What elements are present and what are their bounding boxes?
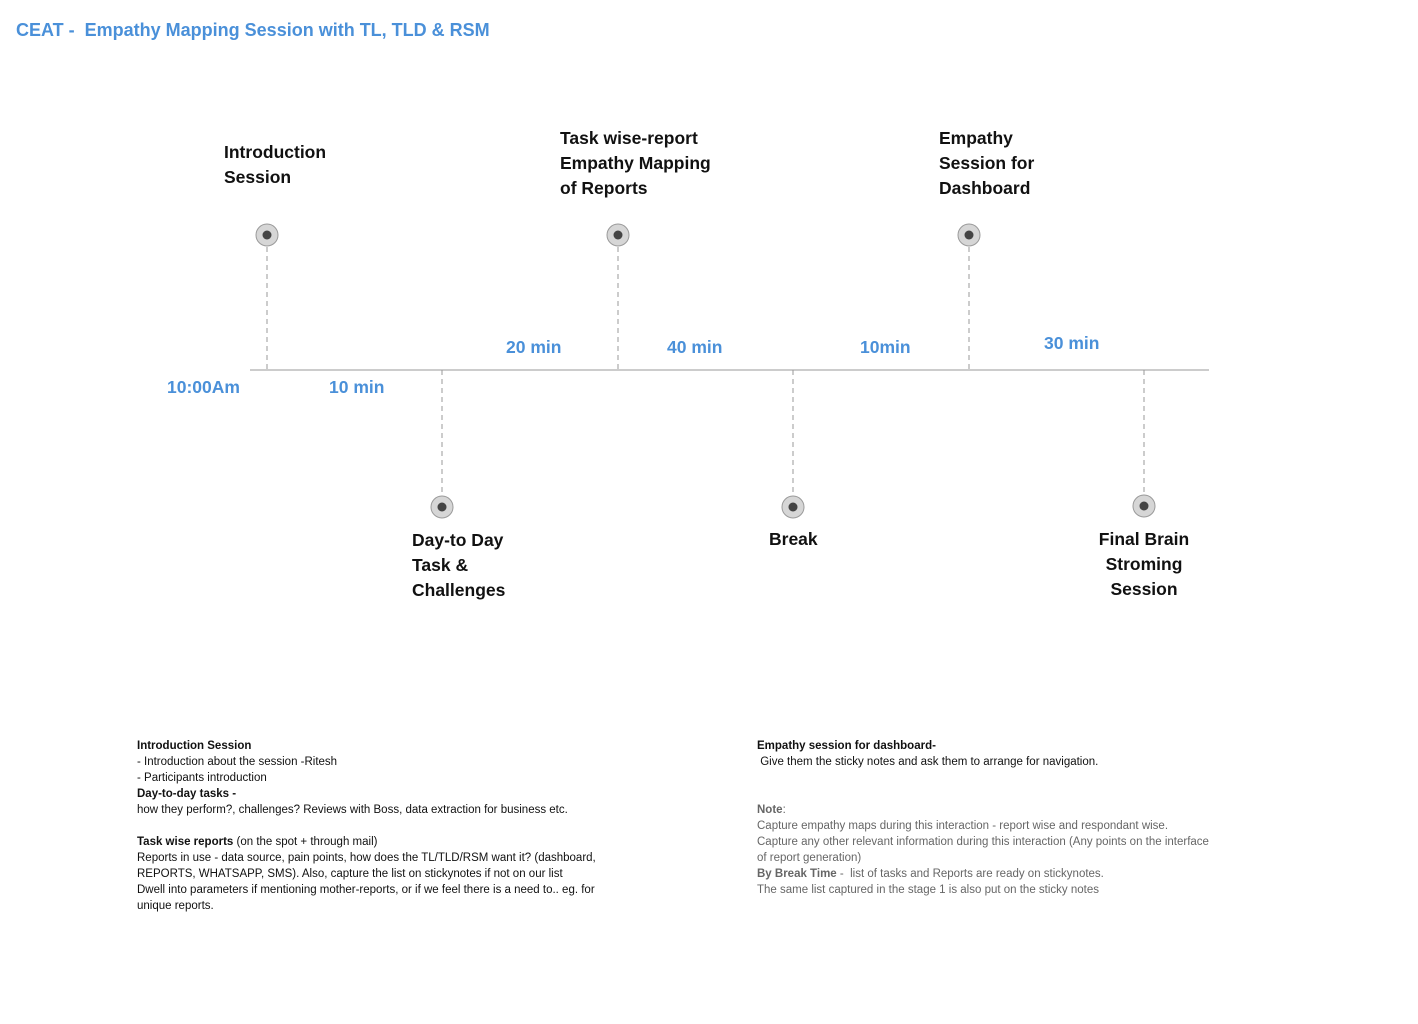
start-time-label: 10:00Am — [167, 377, 240, 397]
note-line: Capture empathy maps during this interac… — [757, 820, 1169, 832]
intro-note-item: - Participants introduction — [137, 772, 267, 784]
reports-note-line: unique reports. — [137, 900, 214, 912]
note-line: of report generation) — [757, 852, 862, 864]
stage-label-final-brainstorming: Final Brain Stroming Session — [1098, 529, 1190, 599]
stage-2-marker — [430, 370, 454, 519]
stage-5-marker — [957, 223, 981, 370]
notes-left-panel: Introduction Session - Introduction abou… — [137, 738, 657, 914]
page-title: CEAT - Empathy Mapping Session with TL, … — [16, 20, 490, 40]
stage-label-empathy-dashboard: Empathy Session for Dashboard — [939, 128, 1035, 198]
stage-6-marker — [1132, 370, 1156, 518]
daily-notes-heading: Day-to-day tasks - — [137, 788, 237, 800]
intro-notes-heading: Introduction Session — [137, 740, 252, 752]
dashboard-notes-heading: Empathy session for dashboard- — [757, 740, 936, 752]
stage-1-marker — [255, 223, 279, 370]
reports-note-line: Reports in use - data source, pain point… — [137, 852, 596, 864]
stage-4-marker — [781, 370, 805, 519]
note-heading: Note — [757, 804, 783, 816]
stage-label-introduction: Introduction Session — [224, 142, 327, 187]
stage-label-day-to-day: Day-to Day Task & Challenges — [412, 530, 506, 600]
notes-right-panel: Empathy session for dashboard- Give them… — [757, 738, 1277, 898]
duration-label-3: 40 min — [667, 337, 723, 357]
reports-note-line: Dwell into parameters if mentioning moth… — [137, 884, 595, 896]
intro-note-item: - Introduction about the session -Ritesh — [137, 756, 338, 768]
stage-label-task-wise-report: Task wise-report Empathy Mapping of Repo… — [560, 128, 711, 198]
duration-label-2: 20 min — [506, 337, 562, 357]
duration-label-5: 30 min — [1044, 333, 1100, 353]
duration-label-4: 10min — [860, 337, 911, 357]
break-notes-heading: By Break Time — [757, 868, 837, 880]
reports-notes-heading-suffix: (on the spot + through mail) — [233, 836, 378, 848]
reports-notes-heading: Task wise reports — [137, 836, 234, 848]
break-notes-text: - list of tasks and Reports are ready on… — [836, 868, 1104, 880]
note-heading-colon: : — [782, 804, 786, 816]
duration-label-1: 10 min — [329, 377, 385, 397]
reports-note-line: REPORTS, WHATSAPP, SMS). Also, capture t… — [137, 868, 563, 880]
dashboard-notes-text: Give them the sticky notes and ask them … — [757, 756, 1099, 768]
stage-3-marker — [606, 223, 630, 370]
daily-notes-text: how they perform?, challenges? Reviews w… — [137, 804, 568, 816]
note-line: Capture any other relevant information d… — [757, 836, 1209, 848]
final-notes-line: The same list captured in the stage 1 is… — [757, 884, 1099, 896]
stage-label-break: Break — [769, 529, 818, 549]
